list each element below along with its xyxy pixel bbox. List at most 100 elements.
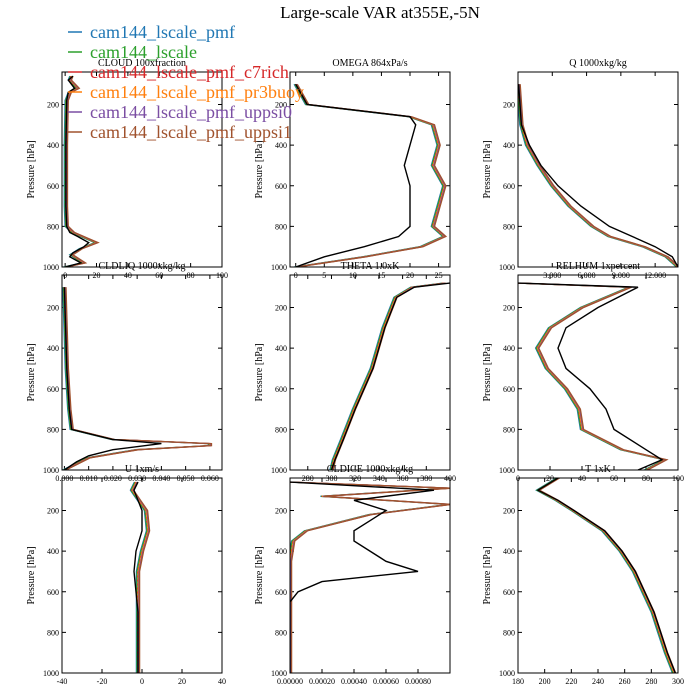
obs-line xyxy=(536,478,676,673)
obs-line xyxy=(133,481,143,673)
y-tick-label: 600 xyxy=(503,385,515,394)
panel-frame xyxy=(517,477,679,674)
y-tick-label: 400 xyxy=(503,344,515,353)
y-tick-label: 800 xyxy=(275,222,287,231)
series-line xyxy=(290,481,450,673)
series-line xyxy=(518,282,667,470)
series-line xyxy=(132,481,150,673)
y-tick-label: 600 xyxy=(503,182,515,191)
series-line xyxy=(329,282,444,470)
y-tick-label: 800 xyxy=(275,628,287,637)
obs-line xyxy=(295,83,417,267)
y-axis-label: Pressure [hPa] xyxy=(26,546,37,604)
y-tick-label: 800 xyxy=(47,628,59,637)
y-axis-label: Pressure [hPa] xyxy=(26,343,37,401)
series-line xyxy=(290,481,450,673)
y-tick-label: 600 xyxy=(275,588,287,597)
panel-frame xyxy=(61,71,223,268)
y-tick-label: 800 xyxy=(503,628,515,637)
panel-title: U 1xm/s xyxy=(125,464,159,475)
y-axis-label: Pressure [hPa] xyxy=(254,343,265,401)
series-line xyxy=(536,478,675,673)
y-tick-label: 200 xyxy=(503,304,515,313)
y-tick-label: 800 xyxy=(47,222,59,231)
legend-label: cam144_lscale_pmf xyxy=(90,22,235,42)
y-tick-label: 200 xyxy=(47,507,59,516)
curve-group xyxy=(518,84,678,267)
y-axis-label: Pressure [hPa] xyxy=(482,343,493,401)
x-tick-label: 280 xyxy=(645,677,657,686)
series-line xyxy=(518,84,678,267)
curve-group xyxy=(518,282,669,470)
x-tick-label: 0.00040 xyxy=(341,677,367,686)
series-line xyxy=(330,282,444,470)
figure-title: Large-scale VAR at355E,-5N xyxy=(280,3,480,22)
panel-title: T 1xK xyxy=(585,464,611,475)
y-axis-label: Pressure [hPa] xyxy=(26,140,37,198)
y-tick-label: 200 xyxy=(275,507,287,516)
x-tick-label: 0.00000 xyxy=(277,677,303,686)
y-tick-label: 800 xyxy=(503,222,515,231)
panel-title: Q 1000xkg/kg xyxy=(569,58,627,69)
series-line xyxy=(132,481,151,673)
y-tick-label: 800 xyxy=(503,425,515,434)
legend-label: cam144_lscale_pmf_uppsi0 xyxy=(90,102,292,122)
panel-title: RELHUM 1xpercent xyxy=(556,261,640,272)
curve-group xyxy=(535,478,677,673)
series-line xyxy=(296,83,448,267)
y-tick-label: 400 xyxy=(47,547,59,556)
panel-title: THETA 1.0xK xyxy=(341,261,400,272)
y-tick-label: 200 xyxy=(47,304,59,313)
panel-frame xyxy=(517,274,679,471)
y-tick-label: 800 xyxy=(275,425,287,434)
panel-frame xyxy=(289,274,451,471)
y-tick-label: 400 xyxy=(275,141,287,150)
series-line xyxy=(290,481,450,560)
series-line xyxy=(329,282,443,470)
panel-title: CLDICE 1000xkg/kg xyxy=(327,464,413,475)
x-tick-label: 0 xyxy=(140,677,144,686)
y-tick-label: 1000 xyxy=(499,466,515,475)
y-tick-label: 200 xyxy=(275,101,287,110)
y-tick-label: 200 xyxy=(275,304,287,313)
series-line xyxy=(518,282,666,470)
series-line xyxy=(538,478,677,673)
obs-line xyxy=(330,282,450,470)
curve-group xyxy=(293,83,448,267)
x-tick-label: 260 xyxy=(619,677,631,686)
y-tick-label: 400 xyxy=(503,547,515,556)
y-tick-label: 400 xyxy=(275,344,287,353)
y-tick-label: 600 xyxy=(503,588,515,597)
panel-frame xyxy=(517,71,679,268)
x-tick-label: -40 xyxy=(57,677,68,686)
y-tick-label: 400 xyxy=(47,141,59,150)
panel: CLDLIQ 1000xkg/kg Pressure [hPa] 200 400 600… xyxy=(26,261,223,483)
curve-group xyxy=(129,481,151,673)
y-tick-label: 400 xyxy=(503,141,515,150)
series-line xyxy=(519,282,669,470)
panel-frame xyxy=(289,477,451,674)
y-tick-label: 600 xyxy=(275,385,287,394)
curve-group xyxy=(329,282,450,470)
panel: CLDICE 1000xkg/kg Pressure [hPa] 200 400 600… xyxy=(254,464,451,686)
legend: cam144_lscale_pmfcam144_lscalecam144_lsc… xyxy=(68,22,304,142)
panel-title: CLOUD 100xfraction xyxy=(98,58,186,69)
obs-line xyxy=(290,481,435,673)
y-tick-label: 200 xyxy=(47,101,59,110)
panel: Q 1000xkg/kg Pressure [hPa] 200 400 600 800 10… xyxy=(482,58,679,280)
legend-label: cam144_lscale_pmf_c7rich xyxy=(90,62,289,82)
y-tick-label: 600 xyxy=(275,182,287,191)
obs-line xyxy=(518,84,678,267)
y-axis-label: Pressure [hPa] xyxy=(254,546,265,604)
y-tick-label: 600 xyxy=(47,385,59,394)
y-tick-label: 1000 xyxy=(271,669,287,678)
curve-group xyxy=(63,75,100,267)
panel: THETA 1.0xK Pressure [hPa] 200 400 600 800 100… xyxy=(254,261,456,483)
x-tick-label: 180 xyxy=(512,677,524,686)
x-tick-label: 0.00080 xyxy=(405,677,431,686)
series-line xyxy=(518,89,677,267)
y-tick-label: 1000 xyxy=(43,263,59,272)
x-tick-label: 200 xyxy=(539,677,551,686)
x-tick-label: 20 xyxy=(178,677,186,686)
